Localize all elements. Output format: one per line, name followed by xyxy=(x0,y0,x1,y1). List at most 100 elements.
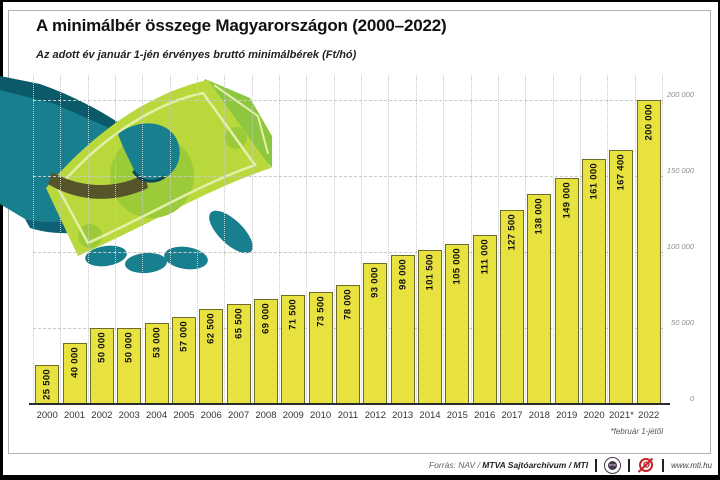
mtva-logo-icon: MTVA xyxy=(604,456,622,474)
x-axis-label: 2020 xyxy=(583,410,605,421)
bar-value-label: 101 500 xyxy=(424,254,436,291)
h-gridline-150000 xyxy=(33,176,663,177)
bar-value-label: 40 000 xyxy=(69,347,81,378)
bar-slot: 25 500 2000 xyxy=(33,75,60,421)
mti-logo-icon xyxy=(637,457,654,473)
bar-slot: 40 000 2001 xyxy=(60,75,87,421)
bar-slot: 111 000 2016 xyxy=(470,75,498,421)
bar-slot: 65 500 2007 xyxy=(224,75,251,421)
finger xyxy=(209,210,253,254)
banknote-inner-line xyxy=(56,91,258,245)
y-axis-tick: 50 000 xyxy=(671,318,694,327)
bar-slot: 167 400 2021* xyxy=(607,75,634,421)
x-axis-label: 2014 xyxy=(419,410,441,421)
bar-2004: 53 000 xyxy=(144,323,169,404)
bar-2012: 93 000 xyxy=(363,263,388,404)
bar-2006: 62 500 xyxy=(199,309,224,404)
bar-value-label: 57 000 xyxy=(178,321,190,352)
y-axis-tick: 0 xyxy=(689,394,694,403)
x-axis-label: 2000 xyxy=(36,410,58,421)
bar-2015: 105 000 xyxy=(445,244,470,404)
x-axis-label: 2002 xyxy=(91,410,113,421)
bar-value-label: 105 000 xyxy=(451,248,463,285)
x-axis-label: 2003 xyxy=(118,410,140,421)
bar-slot: 149 000 2019 xyxy=(552,75,580,421)
bar-slot: 69 000 2008 xyxy=(251,75,279,421)
x-axis-label: 2022 xyxy=(638,410,660,421)
bar-slot: 105 000 2015 xyxy=(443,75,470,421)
x-axis-label: 2018 xyxy=(528,410,550,421)
x-axis-label: 2013 xyxy=(392,410,414,421)
bar-2008: 69 000 xyxy=(253,299,278,404)
bar-slot: 57 000 2005 xyxy=(169,75,197,421)
bar-2009: 71 500 xyxy=(281,295,306,404)
bar-value-label: 200 000 xyxy=(643,104,655,141)
bar-value-label: 138 000 xyxy=(533,198,545,235)
bar-value-label: 93 000 xyxy=(369,267,381,298)
chart-footnote: *február 1-jétől xyxy=(610,427,663,436)
x-axis-label: 2019 xyxy=(556,410,578,421)
bar-2019: 149 000 xyxy=(554,178,579,404)
y-axis-tick: 150 000 xyxy=(666,166,694,175)
bar-slot: 127 500 2017 xyxy=(497,75,525,421)
bar-2016: 111 000 xyxy=(472,235,497,404)
source-bold: MTVA Sajtóarchívum / MTI xyxy=(482,460,589,470)
page-title: A minimálbér összege Magyarországon (200… xyxy=(36,16,447,35)
bar-2001: 40 000 xyxy=(62,343,87,404)
x-axis-label: 2010 xyxy=(310,410,332,421)
bar-slot: 53 000 2004 xyxy=(142,75,169,421)
bar-2007: 65 500 xyxy=(226,304,251,404)
footer-divider xyxy=(595,458,598,472)
thumb-shape xyxy=(118,123,180,182)
bar-value-label: 73 500 xyxy=(315,296,327,327)
bar-value-label: 71 500 xyxy=(287,299,299,330)
bar-value-label: 127 500 xyxy=(506,214,518,251)
bar-2022: 200 000 xyxy=(636,100,661,404)
bar-value-label: 50 000 xyxy=(96,332,108,363)
bar-slot: 98 000 2013 xyxy=(388,75,415,421)
bar-value-label: 69 000 xyxy=(260,303,272,334)
source-text: Forrás: NAV / MTVA Sajtóarchívum / MTI xyxy=(429,460,588,470)
h-gridline-100000 xyxy=(33,252,663,253)
x-axis-label: 2017 xyxy=(501,410,523,421)
banknote-corner-circle xyxy=(78,224,102,248)
inner-frame xyxy=(8,10,711,454)
bar-2013: 98 000 xyxy=(390,255,415,404)
source-prefix: Forrás: NAV / xyxy=(428,460,483,470)
bar-slot: 62 500 2006 xyxy=(197,75,224,421)
bar-value-label: 25 500 xyxy=(41,369,53,400)
bar-2000: 25 500 xyxy=(35,365,60,404)
bar-slot: 73 500 2010 xyxy=(306,75,333,421)
x-axis-label: 2021* xyxy=(608,410,634,421)
bar-slot: 50 000 2002 xyxy=(87,75,115,421)
bar-2010: 73 500 xyxy=(308,292,333,404)
bar-2020: 161 000 xyxy=(582,159,607,404)
bar-slot: 161 000 2020 xyxy=(579,75,607,421)
bar-value-label: 149 000 xyxy=(561,182,573,219)
bar-value-label: 111 000 xyxy=(479,239,491,275)
x-axis-label: 2005 xyxy=(173,410,195,421)
bar-2017: 127 500 xyxy=(500,210,525,404)
bar-2014: 101 500 xyxy=(417,250,442,404)
x-axis-label: 2007 xyxy=(228,410,250,421)
bar-2011: 78 000 xyxy=(335,285,360,404)
bar-slot: 93 000 2012 xyxy=(361,75,388,421)
mtva-logo-text: MTVA xyxy=(608,460,618,470)
x-axis-label: 2015 xyxy=(446,410,468,421)
banknote-back-line xyxy=(213,84,269,155)
bar-slot: 200 000 2022 xyxy=(634,75,662,421)
bar-2018: 138 000 xyxy=(527,194,552,404)
bar-value-label: 53 000 xyxy=(151,327,163,358)
x-axis-label: 2012 xyxy=(364,410,386,421)
y-axis-tick: 200 000 xyxy=(666,90,694,99)
page-subtitle: Az adott év január 1-jén érvényes bruttó… xyxy=(36,49,357,61)
h-gridline-200000 xyxy=(33,100,663,101)
bar-value-label: 161 000 xyxy=(588,163,600,200)
bar-2021*: 167 400 xyxy=(609,150,634,404)
footer-divider xyxy=(662,458,665,472)
x-axis-label: 2008 xyxy=(255,410,277,421)
x-axis-label: 2001 xyxy=(63,410,86,421)
bar-slot: 71 500 2009 xyxy=(279,75,306,421)
finger xyxy=(125,252,167,274)
